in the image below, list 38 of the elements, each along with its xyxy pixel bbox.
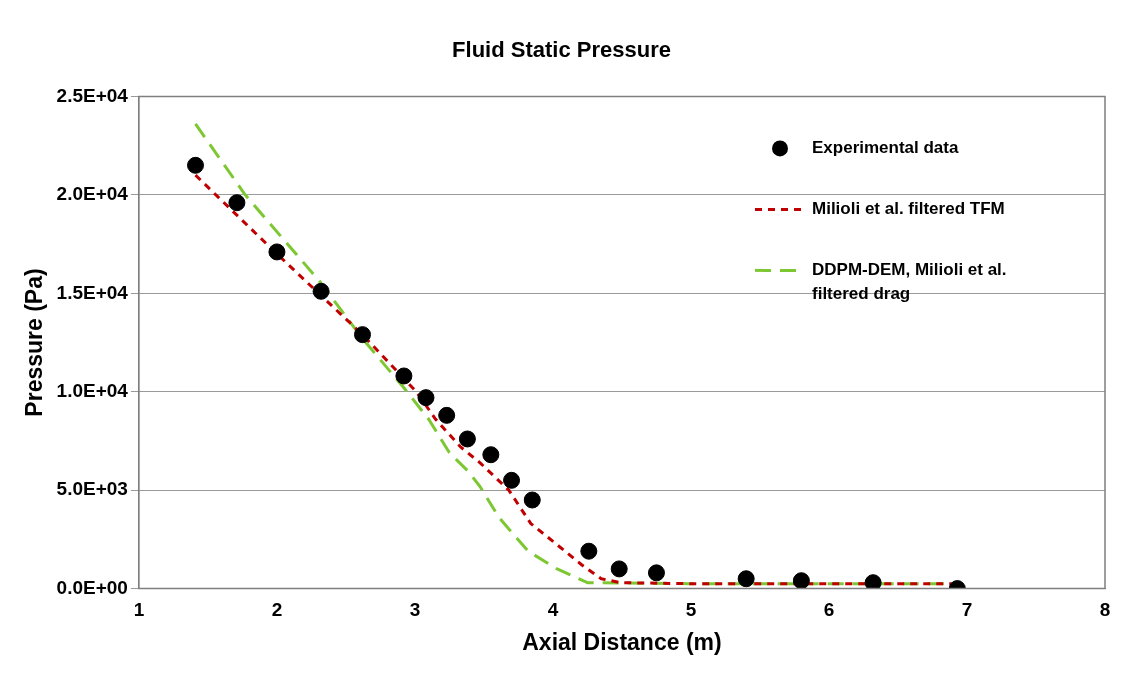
legend-label: Milioli et al. filtered TFM (812, 199, 1005, 219)
point (482, 446, 500, 464)
y-tick-label: 0.0E+00 (56, 576, 128, 598)
x-tick-label: 2 (271, 599, 283, 621)
point (268, 243, 286, 261)
point (417, 389, 435, 407)
point (354, 326, 371, 344)
y-tick-label: 2.5E+04 (56, 84, 129, 106)
x-tick-label: 4 (547, 599, 559, 621)
point (458, 430, 476, 448)
point (503, 471, 521, 489)
x-axis-title: Axial Distance (m) (522, 628, 722, 655)
point (647, 564, 665, 582)
point (228, 194, 246, 212)
y-tick-label: 2.0E+04 (56, 183, 129, 205)
point (312, 282, 330, 300)
y-tick-label: 1.0E+04 (56, 379, 129, 401)
point (580, 542, 598, 560)
y-axis-title: Pressure (Pa) (21, 268, 48, 417)
point (395, 367, 413, 385)
point (438, 406, 456, 424)
legend-label: Experimental data (812, 138, 959, 158)
x-tick-label: 5 (685, 599, 697, 621)
point (187, 156, 204, 174)
legend-label: DDPM-DEM, Milioli et al. filtered drag (812, 260, 1007, 304)
x-tick-label: 8 (1099, 599, 1111, 621)
chart-title: Fluid Static Pressure (452, 37, 671, 63)
point (737, 570, 755, 588)
point (610, 560, 628, 578)
point (792, 572, 810, 589)
point (523, 491, 541, 509)
x-tick-label: 7 (961, 599, 973, 621)
point (864, 574, 882, 589)
x-tick-label: 6 (823, 599, 835, 621)
y-tick-label: 5.0E+03 (56, 478, 128, 500)
x-tick-label: 1 (133, 599, 145, 621)
x-tick-label: 3 (409, 599, 421, 621)
y-tick-label: 1.5E+04 (56, 281, 129, 303)
